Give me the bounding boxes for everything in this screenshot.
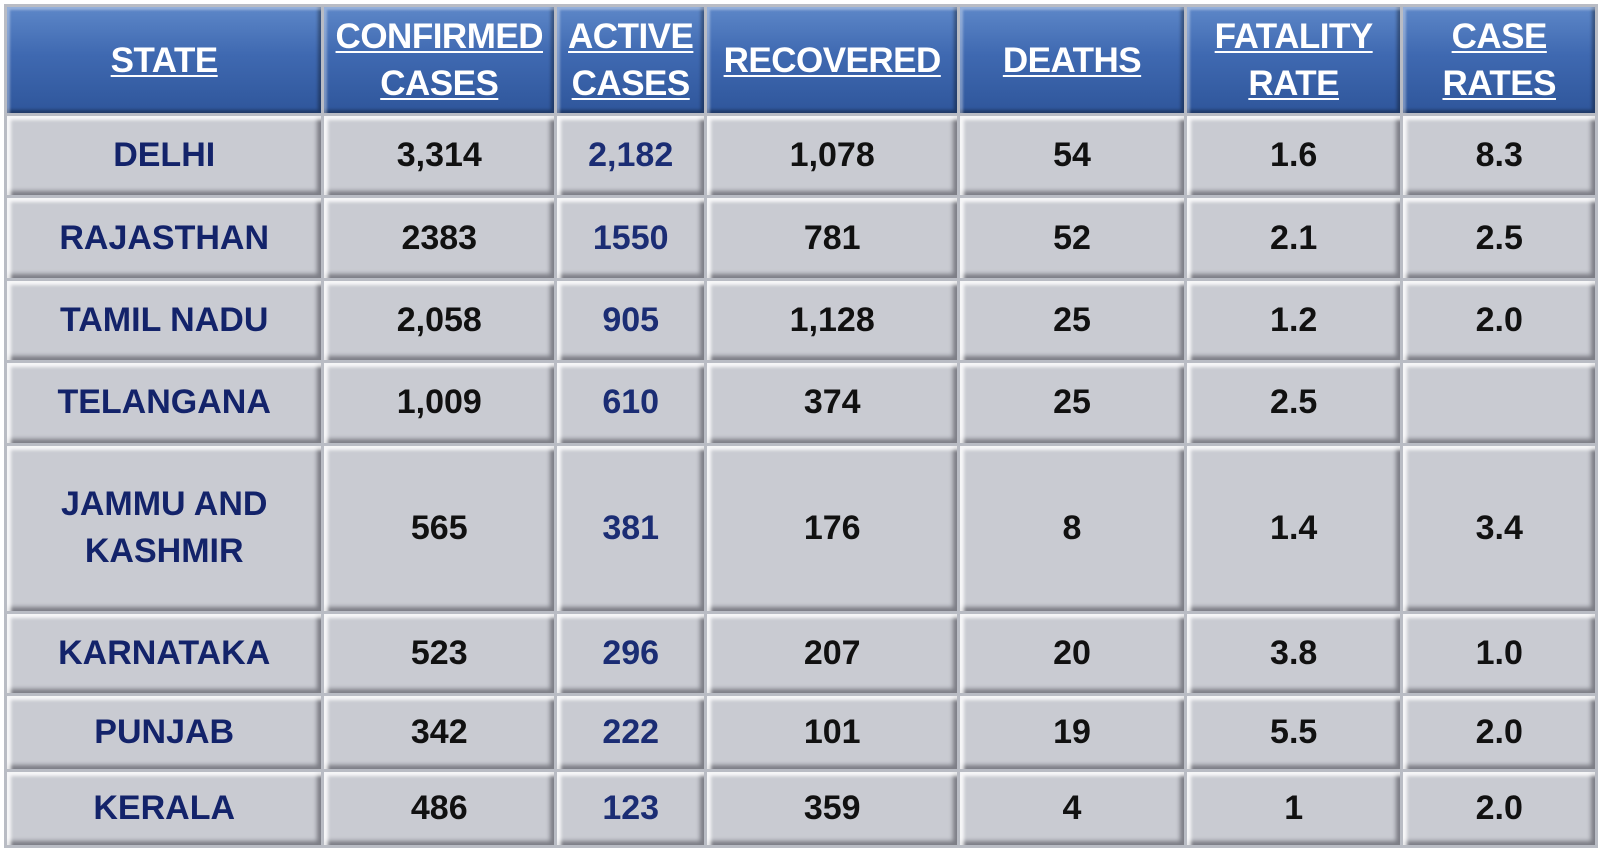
state-cell: JAMMU AND KASHMIR (7, 445, 322, 611)
header-fatality-rate: FATALITY RATE (1186, 7, 1401, 113)
case-rates-cell: 2.5 (1403, 198, 1595, 278)
case-rates-cell: 2.0 (1403, 280, 1595, 361)
header-recovered: RECOVERED (707, 7, 958, 113)
active-cell: 905 (557, 280, 705, 361)
case-rates-cell: 2.0 (1403, 772, 1595, 845)
fatality-rate-cell: 1 (1186, 772, 1401, 845)
header-recovered-label: RECOVERED (723, 40, 942, 80)
header-case-rates-label: CASE RATES (1442, 17, 1556, 103)
active-cell: 296 (557, 613, 705, 694)
fatality-rate-cell: 1.2 (1186, 280, 1401, 361)
fatality-rate-cell: 1.6 (1186, 116, 1401, 196)
state-cell: KARNATAKA (7, 613, 322, 694)
deaths-cell: 19 (960, 696, 1184, 770)
active-cell: 2,182 (557, 116, 705, 196)
recovered-cell: 101 (707, 696, 958, 770)
header-confirmed-label: CONFIRMED CASES (335, 17, 544, 103)
table-row: JAMMU AND KASHMIR 565 381 176 8 1.4 3.4 (7, 445, 1595, 611)
deaths-cell: 8 (960, 445, 1184, 611)
table-row: KERALA 486 123 359 4 1 2.0 (7, 772, 1595, 845)
header-state: STATE (7, 7, 322, 113)
case-rates-cell: 8.3 (1403, 116, 1595, 196)
recovered-cell: 374 (707, 363, 958, 443)
deaths-cell: 25 (960, 280, 1184, 361)
active-cell: 222 (557, 696, 705, 770)
recovered-cell: 207 (707, 613, 958, 694)
case-rates-cell: 1.0 (1403, 613, 1595, 694)
deaths-cell: 54 (960, 116, 1184, 196)
state-cases-table: STATE CONFIRMED CASES ACTIVE CASES RECOV… (4, 4, 1598, 848)
confirmed-cell: 565 (324, 445, 555, 611)
fatality-rate-cell: 2.1 (1186, 198, 1401, 278)
header-row: STATE CONFIRMED CASES ACTIVE CASES RECOV… (7, 7, 1595, 113)
table-row: KARNATAKA 523 296 207 20 3.8 1.0 (7, 613, 1595, 694)
recovered-cell: 781 (707, 198, 958, 278)
deaths-cell: 4 (960, 772, 1184, 845)
table-row: RAJASTHAN 2383 1550 781 52 2.1 2.5 (7, 198, 1595, 278)
header-active: ACTIVE CASES (557, 7, 705, 113)
deaths-cell: 25 (960, 363, 1184, 443)
confirmed-cell: 2,058 (324, 280, 555, 361)
deaths-cell: 52 (960, 198, 1184, 278)
recovered-cell: 359 (707, 772, 958, 845)
header-deaths-label: DEATHS (1002, 40, 1142, 80)
header-confirmed: CONFIRMED CASES (324, 7, 555, 113)
header-fatality-rate-label: FATALITY RATE (1214, 17, 1374, 103)
confirmed-cell: 523 (324, 613, 555, 694)
recovered-cell: 1,078 (707, 116, 958, 196)
fatality-rate-cell: 5.5 (1186, 696, 1401, 770)
state-cell: DELHI (7, 116, 322, 196)
header-state-label: STATE (110, 40, 219, 80)
header-deaths: DEATHS (960, 7, 1184, 113)
table-row: DELHI 3,314 2,182 1,078 54 1.6 8.3 (7, 116, 1595, 196)
header-active-label: ACTIVE CASES (568, 17, 694, 103)
case-rates-cell: 3.4 (1403, 445, 1595, 611)
fatality-rate-cell: 1.4 (1186, 445, 1401, 611)
fatality-rate-cell: 3.8 (1186, 613, 1401, 694)
deaths-cell: 20 (960, 613, 1184, 694)
active-cell: 1550 (557, 198, 705, 278)
case-rates-cell: 2.0 (1403, 696, 1595, 770)
active-cell: 610 (557, 363, 705, 443)
table-row: TELANGANA 1,009 610 374 25 2.5 (7, 363, 1595, 443)
case-rates-cell (1403, 363, 1595, 443)
header-case-rates: CASE RATES (1403, 7, 1595, 113)
table-row: PUNJAB 342 222 101 19 5.5 2.0 (7, 696, 1595, 770)
state-cell: KERALA (7, 772, 322, 845)
state-cell: TELANGANA (7, 363, 322, 443)
table-row: TAMIL NADU 2,058 905 1,128 25 1.2 2.0 (7, 280, 1595, 361)
recovered-cell: 176 (707, 445, 958, 611)
active-cell: 123 (557, 772, 705, 845)
state-cell: PUNJAB (7, 696, 322, 770)
recovered-cell: 1,128 (707, 280, 958, 361)
confirmed-cell: 1,009 (324, 363, 555, 443)
confirmed-cell: 342 (324, 696, 555, 770)
confirmed-cell: 3,314 (324, 116, 555, 196)
confirmed-cell: 486 (324, 772, 555, 845)
fatality-rate-cell: 2.5 (1186, 363, 1401, 443)
active-cell: 381 (557, 445, 705, 611)
state-cell: RAJASTHAN (7, 198, 322, 278)
confirmed-cell: 2383 (324, 198, 555, 278)
state-cell: TAMIL NADU (7, 280, 322, 361)
